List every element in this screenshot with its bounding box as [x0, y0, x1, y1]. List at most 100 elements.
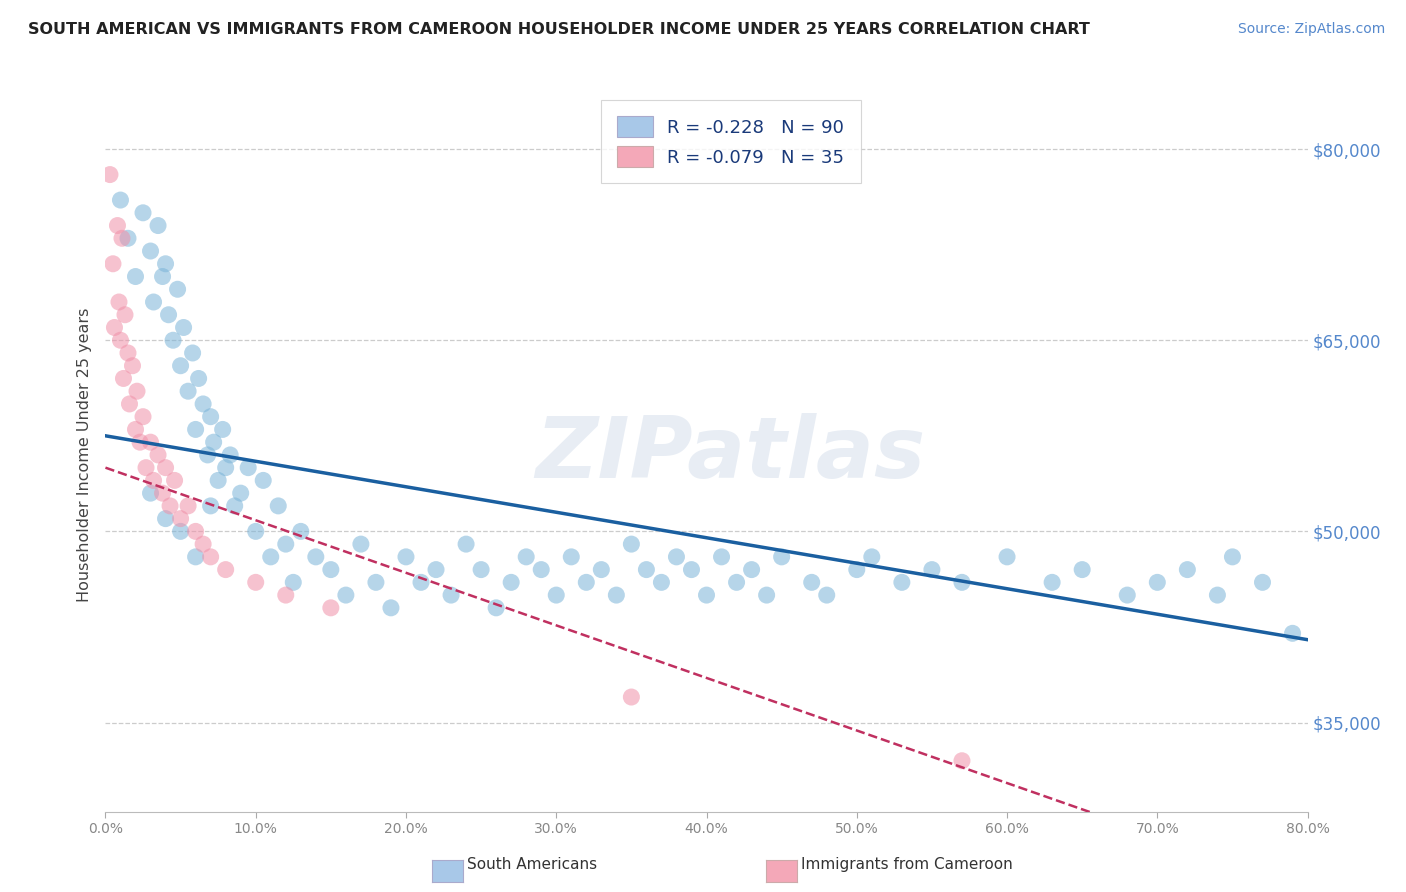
Point — [107, 219, 129, 233]
Point — [197, 448, 219, 462]
Point — [1175, 563, 1198, 577]
Point — [741, 563, 763, 577]
Point — [636, 563, 658, 577]
Point — [267, 499, 290, 513]
Point — [560, 549, 582, 564]
Point — [101, 257, 124, 271]
Point — [173, 320, 195, 334]
Point — [114, 308, 136, 322]
Point — [200, 549, 222, 564]
Point — [117, 231, 139, 245]
Point — [620, 537, 643, 551]
Point — [155, 460, 177, 475]
Point — [921, 563, 943, 577]
Point — [139, 435, 162, 450]
Point — [155, 511, 177, 525]
Point — [591, 563, 613, 577]
Point — [696, 588, 718, 602]
Point — [132, 409, 155, 424]
Point — [440, 588, 463, 602]
Point — [950, 754, 973, 768]
Point — [177, 499, 200, 513]
Point — [650, 575, 672, 590]
Point — [950, 575, 973, 590]
Point — [124, 422, 146, 436]
Point — [860, 549, 883, 564]
Point — [142, 295, 165, 310]
Point — [501, 575, 523, 590]
Point — [159, 499, 181, 513]
Point — [152, 486, 174, 500]
Point — [710, 549, 733, 564]
Point — [770, 549, 793, 564]
Point — [319, 563, 342, 577]
Point — [274, 588, 297, 602]
Text: South Americans: South Americans — [467, 857, 598, 872]
Point — [274, 537, 297, 551]
Point — [515, 549, 537, 564]
Point — [260, 549, 283, 564]
Point — [152, 269, 174, 284]
Point — [229, 486, 252, 500]
Point — [139, 244, 162, 258]
Point — [665, 549, 688, 564]
Point — [350, 537, 373, 551]
Point — [162, 333, 184, 347]
Point — [181, 346, 204, 360]
Point — [98, 168, 121, 182]
Point — [995, 549, 1018, 564]
Point — [129, 435, 152, 450]
Point — [187, 371, 209, 385]
Point — [202, 435, 225, 450]
Point — [252, 474, 274, 488]
Point — [530, 563, 553, 577]
Point — [1071, 563, 1094, 577]
Point — [111, 231, 134, 245]
Point — [305, 549, 328, 564]
Point — [110, 193, 132, 207]
Point — [135, 460, 157, 475]
Point — [290, 524, 312, 539]
Point — [146, 219, 169, 233]
Point — [146, 448, 169, 462]
Point — [1222, 549, 1244, 564]
Point — [224, 499, 246, 513]
Point — [184, 549, 207, 564]
Point — [157, 308, 180, 322]
Point — [142, 474, 165, 488]
Point — [319, 600, 342, 615]
Point — [364, 575, 387, 590]
Point — [219, 448, 242, 462]
Point — [110, 333, 132, 347]
Point — [191, 397, 214, 411]
Point — [163, 474, 186, 488]
Point — [191, 537, 214, 551]
Point — [485, 600, 508, 615]
Point — [211, 422, 233, 436]
Point — [245, 575, 267, 590]
Point — [112, 371, 135, 385]
Point — [117, 346, 139, 360]
Point — [1206, 588, 1229, 602]
Point — [845, 563, 868, 577]
Point — [470, 563, 492, 577]
Point — [620, 690, 643, 704]
Point — [681, 563, 703, 577]
Point — [121, 359, 143, 373]
Point — [132, 206, 155, 220]
Text: Source: ZipAtlas.com: Source: ZipAtlas.com — [1237, 22, 1385, 37]
Point — [124, 269, 146, 284]
Point — [118, 397, 141, 411]
Point — [1146, 575, 1168, 590]
Point — [166, 282, 188, 296]
Point — [425, 563, 447, 577]
Text: ZIPatlas: ZIPatlas — [536, 413, 925, 497]
Point — [245, 524, 267, 539]
Point — [380, 600, 402, 615]
Point — [890, 575, 912, 590]
Point — [1040, 575, 1063, 590]
Point — [395, 549, 418, 564]
Point — [755, 588, 778, 602]
Point — [184, 422, 207, 436]
Point — [200, 409, 222, 424]
